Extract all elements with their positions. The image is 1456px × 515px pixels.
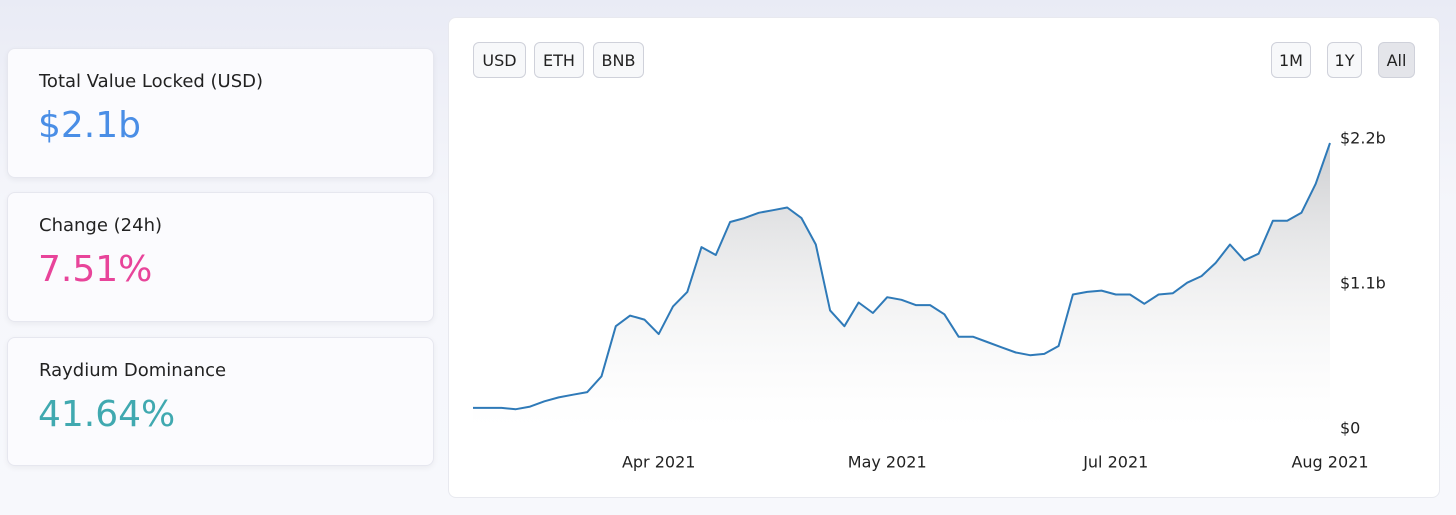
currency-button[interactable]: USD	[473, 42, 526, 78]
x-tick-label: Jul 2021	[1082, 453, 1148, 472]
x-tick-label: May 2021	[848, 453, 927, 472]
y-tick-label: $1.1b	[1340, 274, 1386, 293]
stat-value: 41.64%	[38, 394, 176, 435]
stat-label: Change (24h)	[39, 215, 162, 236]
stat-value: $2.1b	[38, 105, 142, 146]
range-button[interactable]: All	[1378, 42, 1415, 78]
stat-card: Raydium Dominance 41.64%	[7, 337, 434, 466]
stat-label: Total Value Locked (USD)	[39, 71, 264, 92]
y-tick-label: $0	[1340, 419, 1360, 438]
area-fill	[473, 143, 1330, 429]
stat-card: Change (24h) 7.51%	[7, 192, 434, 322]
stat-card: Total Value Locked (USD) $2.1b	[7, 48, 434, 178]
stat-value: 7.51%	[38, 249, 153, 290]
line	[473, 142, 1331, 411]
stat-label: Raydium Dominance	[39, 360, 227, 381]
x-tick-label: Aug 2021	[1291, 453, 1368, 472]
y-tick-label: $2.2b	[1340, 129, 1386, 148]
currency-button[interactable]: BNB	[593, 42, 644, 78]
range-button[interactable]: 1Y	[1327, 42, 1362, 78]
x-tick-label: Apr 2021	[622, 453, 695, 472]
currency-button[interactable]: ETH	[534, 42, 584, 78]
range-button[interactable]: 1M	[1271, 42, 1311, 78]
